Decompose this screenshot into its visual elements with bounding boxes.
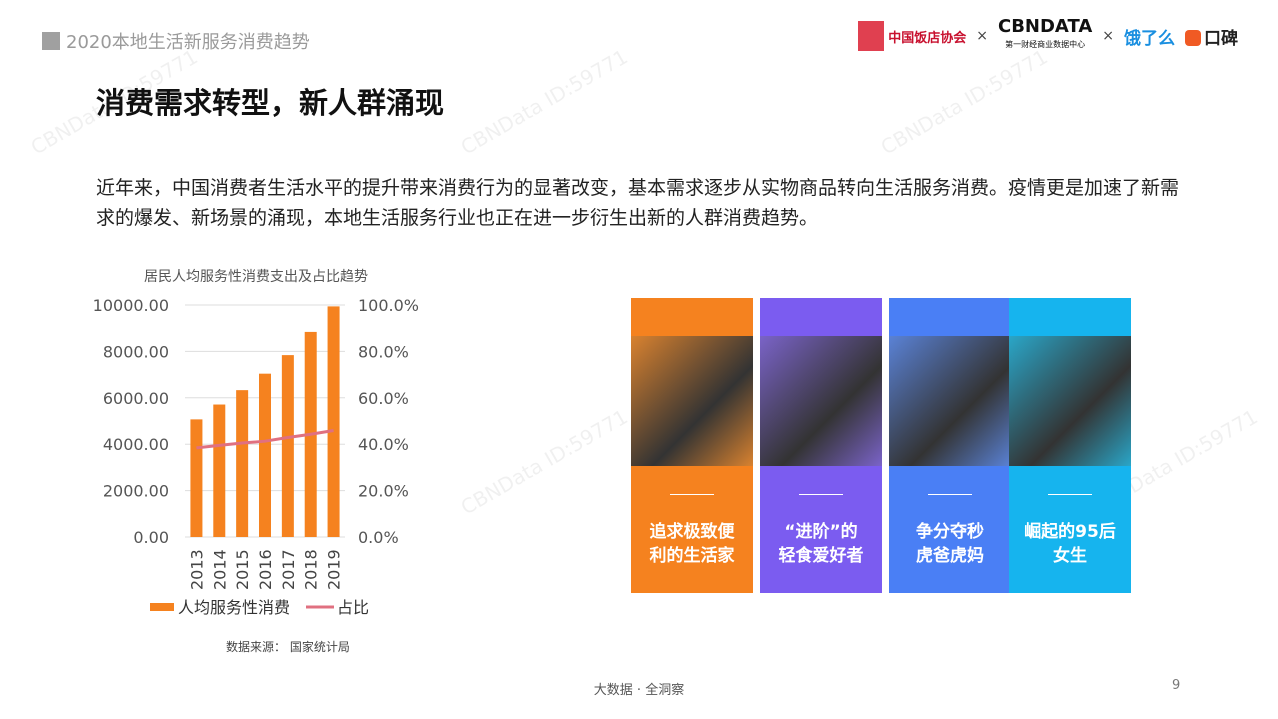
watermark: CBNData ID:59771 xyxy=(876,44,1052,160)
persona-title: 崛起的95后 女生 xyxy=(1024,522,1116,566)
x-tick-label: 2018 xyxy=(302,549,321,590)
eleme-logo: 饿了么 xyxy=(1124,28,1175,49)
cbndata-logo: CBNDATA 第一财经商业数据中心 xyxy=(997,16,1093,50)
x-tick-label: 2017 xyxy=(279,549,298,590)
page-title: 消费需求转型，新人群涌现 xyxy=(96,86,445,120)
page-number: 9 xyxy=(1172,678,1181,693)
times-sign: × xyxy=(1102,28,1114,44)
right-tick-label: 100.0% xyxy=(358,296,419,315)
bar-2019 xyxy=(327,306,340,537)
persona-title: 争分夺秒 虎爸虎妈 xyxy=(916,522,984,566)
koubei-logo: 口碑 xyxy=(1185,24,1238,49)
intro-text: 近年来，中国消费者生活水平的提升带来消费行为的显著改变，基本需求逐步从实物商品转… xyxy=(96,177,1180,229)
persona-photo xyxy=(1009,336,1131,466)
left-tick-label: 6000.00 xyxy=(103,389,169,408)
divider xyxy=(928,494,972,495)
section-header: 2020本地生活新服务消费趋势 xyxy=(42,28,310,54)
watermark: CBNData ID:59771 xyxy=(456,404,632,520)
header-square-icon xyxy=(42,32,60,50)
footer-slogan: 大数据 · 全洞察 xyxy=(593,683,685,698)
legend-bar-swatch xyxy=(150,603,174,611)
legend-bar-label: 人均服务性消费 xyxy=(178,598,290,617)
ratio-line xyxy=(196,429,334,450)
x-tick-label: 2014 xyxy=(210,549,229,590)
bar-2014 xyxy=(213,404,226,537)
right-tick-label: 40.0% xyxy=(358,435,409,454)
divider xyxy=(1048,494,1092,495)
persona-photo xyxy=(889,336,1011,466)
partner-logos: 中国饭店协会 × CBNDATA 第一财经商业数据中心 × 饿了么 口碑 xyxy=(858,18,1238,54)
cha-logo: 中国饭店协会 xyxy=(858,21,966,51)
service-consumption-chart: 居民人均服务性消费支出及占比趋势 0.00 0.0% 2000.00 20.0% 4000… xyxy=(93,269,419,654)
divider xyxy=(799,494,843,495)
bar-2013 xyxy=(190,419,203,537)
divider xyxy=(670,494,714,495)
left-tick-label: 2000.00 xyxy=(103,482,169,501)
bar-2016 xyxy=(259,373,271,537)
persona-card: 追求极致便 利的生活家 xyxy=(631,298,753,593)
x-tick-label: 2016 xyxy=(256,549,275,590)
persona-card: “进阶”的 轻食爱好者 xyxy=(760,298,882,593)
persona-title: 追求极致便 利的生活家 xyxy=(649,522,735,566)
left-tick-label: 10000.00 xyxy=(93,296,169,315)
right-tick-label: 20.0% xyxy=(358,482,409,501)
times-sign: × xyxy=(976,28,988,44)
persona-card: 争分夺秒 虎爸虎妈 xyxy=(889,298,1011,593)
right-tick-label: 0.0% xyxy=(358,528,399,547)
bar-2017 xyxy=(281,355,294,537)
watermark: CBNData ID:59771 xyxy=(456,44,632,160)
section-title: 2020本地生活新服务消费趋势 xyxy=(66,32,310,53)
x-tick-label: 2013 xyxy=(187,549,206,590)
data-source: 数据来源： 国家统计局 xyxy=(226,639,350,654)
persona-photo xyxy=(631,336,753,466)
left-tick-label: 8000.00 xyxy=(103,342,169,361)
x-tick-label: 2015 xyxy=(233,549,252,590)
persona-photo xyxy=(760,336,882,466)
bar-2015 xyxy=(236,390,249,537)
chart-title: 居民人均服务性消费支出及占比趋势 xyxy=(144,269,368,285)
left-tick-label: 0.00 xyxy=(133,528,169,547)
persona-title: “进阶”的 轻食爱好者 xyxy=(778,522,864,566)
legend-line-label: 占比 xyxy=(337,598,369,617)
left-tick-label: 4000.00 xyxy=(103,435,169,454)
right-tick-label: 60.0% xyxy=(358,389,409,408)
x-tick-label: 2019 xyxy=(325,549,344,590)
persona-card: 崛起的95后 女生 xyxy=(1009,298,1131,593)
right-tick-label: 80.0% xyxy=(358,342,409,361)
